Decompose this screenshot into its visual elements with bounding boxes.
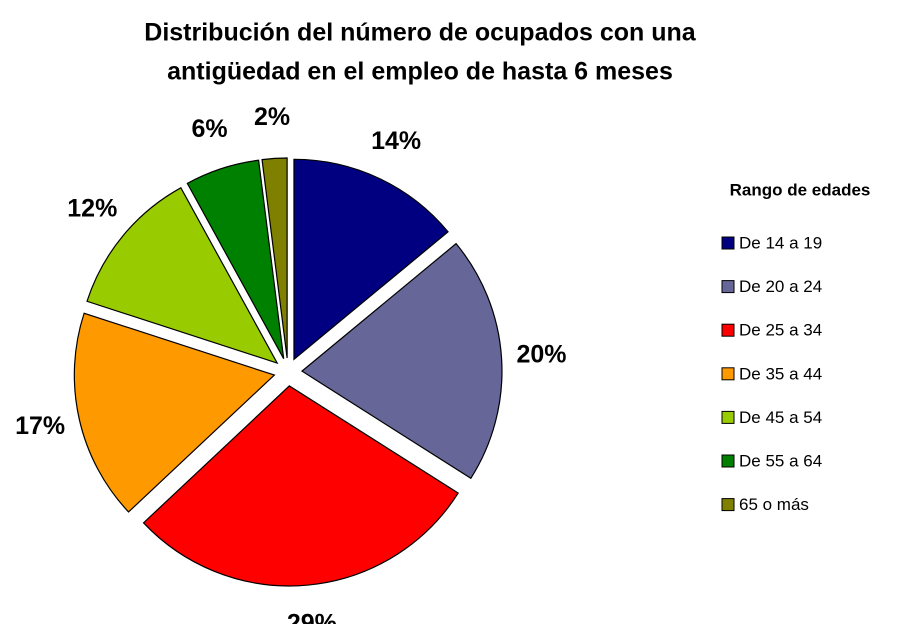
data-label: 2%: [254, 103, 290, 131]
pie-slice: [261, 157, 288, 359]
legend-swatch: [721, 236, 735, 250]
legend-label: De 55 a 64: [739, 451, 822, 470]
legend-label: De 25 a 34: [739, 321, 822, 340]
data-label: 12%: [67, 195, 117, 223]
legend-label: De 20 a 24: [739, 277, 822, 296]
legend-swatch: [721, 367, 735, 381]
data-label: 20%: [516, 341, 566, 369]
legend-label: De 14 a 19: [739, 233, 822, 252]
legend-label: De 35 a 44: [739, 364, 822, 383]
chart-title: Distribución del número de ocupados con …: [144, 19, 697, 47]
data-label: 29%: [287, 609, 337, 624]
data-label: 14%: [371, 127, 421, 155]
legend-swatch: [721, 280, 735, 294]
pie-slice: [142, 385, 460, 587]
pie-slice: [73, 312, 276, 513]
legend-title: Rango de edades: [730, 180, 871, 199]
legend-label: De 45 a 54: [739, 408, 822, 427]
pie-slice: [86, 186, 279, 365]
data-label: 17%: [15, 412, 65, 440]
legend-label: 65 o más: [739, 495, 809, 514]
pie-slice: [293, 158, 449, 361]
legend-swatch: [721, 498, 735, 512]
chart-title: antigüedad en el empleo de hasta 6 meses: [167, 58, 673, 86]
legend-swatch: [721, 454, 735, 468]
legend-swatch: [721, 323, 735, 337]
pie-slice: [186, 159, 285, 359]
pie-slice: [300, 242, 503, 480]
data-label: 6%: [191, 115, 227, 143]
legend-swatch: [721, 410, 735, 424]
